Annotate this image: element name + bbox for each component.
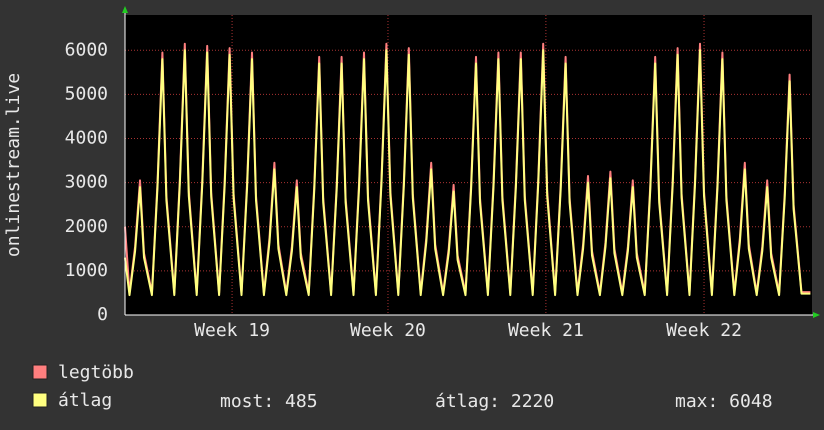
stat: max: 6048 <box>675 391 773 412</box>
legend-swatch <box>32 392 48 408</box>
y-tick-label: 6000 <box>65 39 108 60</box>
legend-label: átlag <box>58 390 112 411</box>
axis-arrow <box>813 312 820 318</box>
x-tick-label: Week 21 <box>508 320 584 341</box>
x-tick-label: Week 22 <box>666 320 742 341</box>
y-tick-label: 0 <box>97 304 108 325</box>
y-tick-label: 5000 <box>65 83 108 104</box>
series-line <box>124 49 811 297</box>
legend-label: legtöbb <box>58 362 134 383</box>
x-tick-label: Week 20 <box>350 320 426 341</box>
y-tick-label: 1000 <box>65 260 108 281</box>
legend-swatch <box>32 364 48 380</box>
x-tick-label: Week 19 <box>194 320 270 341</box>
y-axis-label: onlinestream.live <box>3 73 24 257</box>
stat: átlag: 2220 <box>435 391 554 412</box>
y-tick-label: 3000 <box>65 172 108 193</box>
stat: most: 485 <box>220 391 318 412</box>
axis-arrow <box>122 6 128 13</box>
y-tick-label: 4000 <box>65 128 108 149</box>
y-tick-label: 2000 <box>65 216 108 237</box>
